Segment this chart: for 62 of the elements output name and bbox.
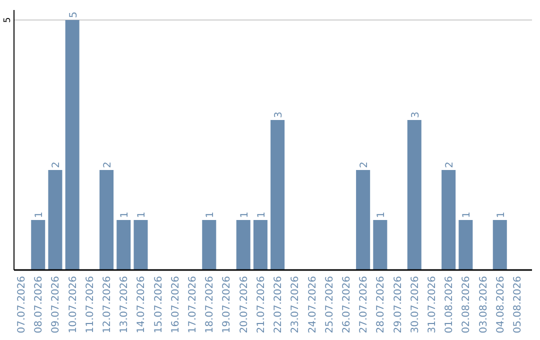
- data-label: 1: [239, 212, 250, 218]
- x-tick-label: 05.08.2026: [512, 276, 524, 334]
- x-tick-label: 11.07.2026: [84, 276, 96, 334]
- x-tick-label: 02.08.2026: [461, 276, 472, 334]
- bar: [373, 220, 388, 270]
- data-label: 2: [359, 162, 370, 168]
- data-label: 1: [376, 212, 388, 218]
- x-tick-label: 08.07.2026: [34, 276, 45, 334]
- x-tick-label: 29.07.2026: [392, 276, 404, 334]
- x-tick-label: 04.08.2026: [495, 276, 506, 334]
- x-tick-label: 12.07.2026: [102, 276, 114, 334]
- x-tick-label: 27.07.2026: [358, 276, 370, 334]
- data-label: 5: [68, 12, 80, 18]
- data-label: 3: [274, 112, 285, 118]
- data-label: 1: [120, 212, 131, 218]
- x-tick-label: 28.07.2026: [376, 276, 387, 334]
- bar: [236, 220, 250, 270]
- data-label: 2: [444, 162, 456, 168]
- bar: [202, 220, 216, 270]
- x-tick-label: 22.07.2026: [273, 276, 284, 334]
- data-label: 3: [410, 112, 422, 118]
- bar: [31, 220, 46, 270]
- data-label: 1: [462, 212, 473, 218]
- bar: [407, 120, 422, 270]
- x-tick-label: 24.07.2026: [307, 276, 318, 334]
- bar: [65, 20, 80, 270]
- data-label: 1: [256, 212, 268, 218]
- x-tick-label: 10.07.2026: [68, 276, 79, 334]
- bar: [442, 170, 456, 270]
- x-tick-label: 23.07.2026: [290, 276, 302, 334]
- bar: [116, 220, 131, 270]
- bar: [270, 120, 285, 270]
- data-label: 2: [51, 162, 62, 168]
- data-label: 1: [496, 212, 507, 218]
- x-tick-label: 01.08.2026: [444, 276, 456, 334]
- data-label: 1: [34, 212, 46, 218]
- x-tick-label: 07.07.2026: [16, 276, 28, 334]
- x-tick-label: 19.07.2026: [222, 276, 233, 334]
- x-tick-label: 09.07.2026: [50, 276, 62, 334]
- x-tick-label: 13.07.2026: [119, 276, 130, 334]
- data-label: 2: [102, 162, 114, 168]
- x-tick-label: 18.07.2026: [204, 276, 216, 334]
- x-tick-label: 26.07.2026: [341, 276, 352, 334]
- x-tick-label: 16.07.2026: [170, 276, 182, 334]
- bar: [134, 220, 148, 270]
- x-tick-label: 25.07.2026: [324, 276, 336, 334]
- bar: [356, 170, 370, 270]
- data-label: 1: [205, 212, 216, 218]
- data-label: 1: [136, 212, 148, 218]
- x-tick-label: 15.07.2026: [153, 276, 164, 334]
- bar: [100, 170, 114, 270]
- x-tick-label: 30.07.2026: [410, 276, 421, 334]
- x-tick-label: 20.07.2026: [238, 276, 250, 334]
- x-tick-label: 14.07.2026: [136, 276, 148, 334]
- bar: [253, 220, 268, 270]
- bar: [48, 170, 62, 270]
- bar: [492, 220, 507, 270]
- x-tick-label: 03.08.2026: [478, 276, 490, 334]
- bar: [458, 220, 473, 270]
- x-tick-label: 31.07.2026: [426, 276, 438, 334]
- x-tick-label: 21.07.2026: [256, 276, 267, 334]
- x-tick-label: 17.07.2026: [188, 276, 199, 334]
